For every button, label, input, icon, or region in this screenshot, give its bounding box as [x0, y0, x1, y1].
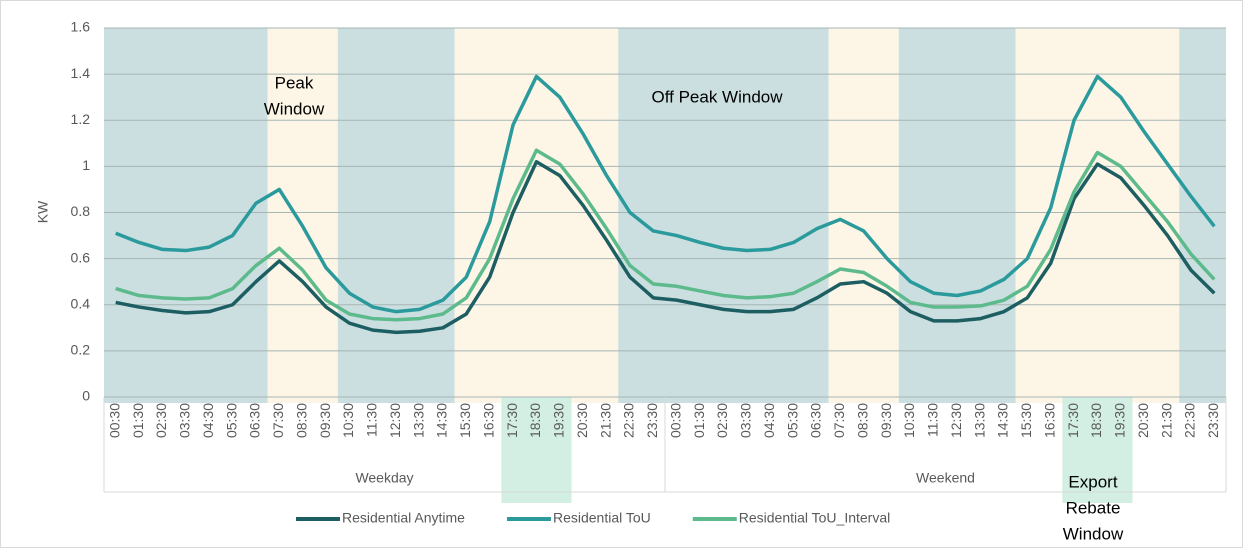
x-tick-label: 12:30 [387, 403, 403, 438]
x-tick-label: 16:30 [480, 403, 496, 438]
group-label: Weekend [916, 470, 975, 486]
x-tick-label: 15:30 [457, 403, 473, 438]
y-tick-label: 0.4 [71, 295, 91, 311]
y-tick-label: 1.2 [71, 111, 91, 127]
x-tick-label: 15:30 [1018, 403, 1034, 438]
band [898, 28, 1016, 403]
x-tick-label: 19:30 [551, 403, 567, 438]
x-tick-label: 14:30 [434, 403, 450, 438]
band [337, 28, 455, 403]
x-tick-label: 20:30 [1135, 403, 1151, 438]
x-tick-label: 08:30 [854, 403, 870, 438]
x-tick-label: 22:30 [1182, 403, 1198, 438]
legend-label: Residential ToU [553, 510, 651, 526]
x-tick-label: 01:30 [691, 403, 707, 438]
x-tick-label: 02:30 [153, 403, 169, 438]
band [1015, 28, 1180, 403]
x-tick-label: 07:30 [270, 403, 286, 438]
x-tick-label: 00:30 [106, 403, 122, 438]
x-tick-label: 20:30 [574, 403, 590, 438]
x-tick-label: 13:30 [410, 403, 426, 438]
band [454, 28, 619, 403]
x-tick-label: 23:30 [644, 403, 660, 438]
x-tick-label: 17:30 [1065, 403, 1081, 438]
annotation: Window [1063, 524, 1124, 543]
x-tick-label: 03:30 [177, 403, 193, 438]
series-line [115, 148, 1216, 322]
x-tick-label: 08:30 [293, 403, 309, 438]
x-tick-label: 03:30 [738, 403, 754, 438]
series-line [115, 74, 1216, 314]
x-tick-label: 09:30 [878, 403, 894, 438]
x-tick-label: 04:30 [761, 403, 777, 438]
x-tick-label: 06:30 [247, 403, 263, 438]
y-tick-label: 0 [82, 388, 90, 404]
y-tick-label: 1.6 [71, 19, 91, 35]
x-tick-label: 18:30 [527, 403, 543, 438]
x-tick-label: 10:30 [340, 403, 356, 438]
y-tick-label: 0.2 [71, 342, 91, 358]
group-label: Weekday [355, 470, 413, 486]
background-bands [104, 28, 1226, 403]
annotation: Window [264, 99, 325, 118]
band [618, 28, 829, 403]
x-tick-label: 10:30 [901, 403, 917, 438]
x-tick-label: 11:30 [364, 403, 380, 437]
band [828, 28, 899, 403]
x-tick-label: 13:30 [971, 403, 987, 438]
x-tick-label: 23:30 [1205, 403, 1221, 438]
y-tick-label: 1.4 [71, 65, 91, 81]
x-tick-label: 16:30 [1041, 403, 1057, 438]
annotation: Export [1068, 472, 1117, 491]
band [1179, 28, 1226, 403]
rebate-window [501, 397, 572, 503]
rebate-window [1062, 397, 1133, 503]
x-tick-label: 14:30 [995, 403, 1011, 438]
y-axis-label: KW [35, 200, 51, 223]
x-tick-label: 12:30 [948, 403, 964, 438]
x-tick-label: 07:30 [831, 403, 847, 438]
x-tick-label: 01:30 [130, 403, 146, 438]
x-tick-label: 05:30 [784, 403, 800, 438]
x-tick-label: 06:30 [808, 403, 824, 438]
annotation: Rebate [1066, 498, 1121, 517]
x-tick-label: 11:30 [925, 403, 941, 437]
annotation: Peak [275, 73, 314, 92]
series-line [115, 160, 1216, 335]
y-tick-label: 0.6 [71, 249, 91, 265]
y-tick-label: 0.8 [71, 203, 91, 219]
x-tick-label: 00:30 [667, 403, 683, 438]
x-tick-label: 21:30 [1158, 403, 1174, 438]
legend-label: Residential Anytime [342, 510, 465, 526]
legend-label: Residential ToU_Interval [739, 510, 891, 526]
x-tick-label: 09:30 [317, 403, 333, 438]
x-tick-label: 22:30 [621, 403, 637, 438]
y-tick-label: 1 [82, 157, 90, 173]
band [104, 28, 268, 403]
x-tick-label: 17:30 [504, 403, 520, 438]
band [267, 28, 338, 403]
x-tick-label: 05:30 [223, 403, 239, 438]
annotation: Off Peak Window [651, 87, 783, 106]
x-tick-label: 18:30 [1088, 403, 1104, 438]
x-tick-label: 21:30 [597, 403, 613, 438]
x-tick-label: 02:30 [714, 403, 730, 438]
x-tick-label: 04:30 [200, 403, 216, 438]
x-tick-label: 19:30 [1112, 403, 1128, 438]
